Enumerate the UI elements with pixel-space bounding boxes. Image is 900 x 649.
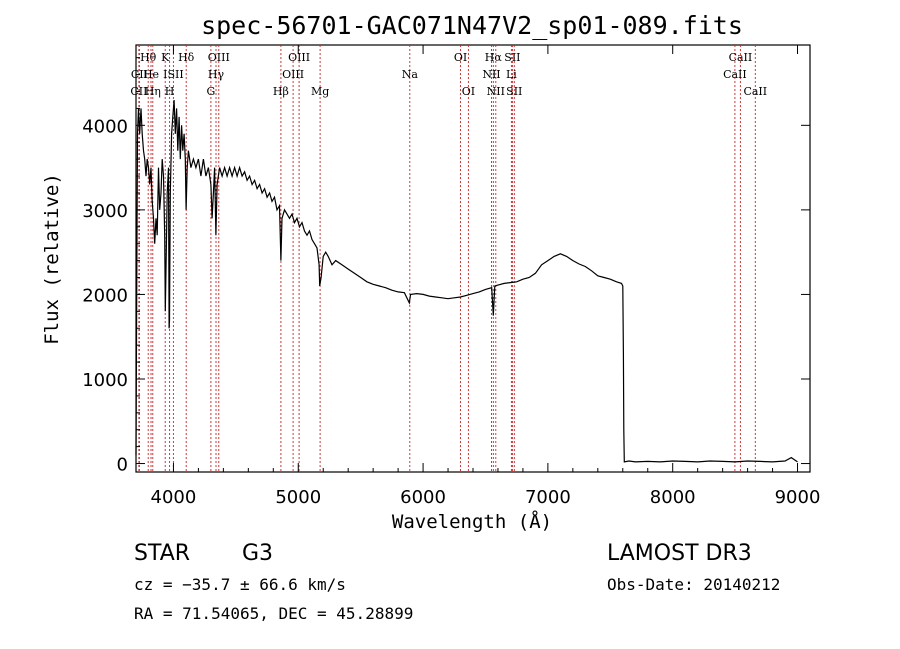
y-tick-label-2: 2000 [82, 285, 128, 306]
redshift-text: cz = −35.7 ± 66.6 km/s [134, 575, 346, 594]
x-tick-label-0: 4000 [151, 487, 197, 508]
line-label-12: Hβ [273, 85, 289, 98]
line-label-5: K [161, 51, 170, 64]
line-label-25: CaII [723, 68, 747, 81]
x-tick-label-3: 7000 [525, 487, 571, 508]
x-tick-label-1: 5000 [275, 487, 321, 508]
coords-text: RA = 71.54065, DEC = 45.28899 [134, 604, 413, 623]
chart-title: spec-56701-GAC071N47V2_sp01-089.fits [201, 11, 743, 40]
spectrum-line [135, 99, 798, 463]
line-label-3: He [143, 68, 159, 81]
x-tick-label-4: 8000 [650, 487, 696, 508]
line-label-4: Hη [145, 85, 161, 98]
line-label-8: Hδ [178, 51, 195, 64]
x-tick-label-5: 9000 [775, 487, 821, 508]
y-axis-label: Flux (relative) [41, 173, 63, 345]
plot-area: CIICIIHθHeHηKHISIIHδHγGOIIIHβOIIIOIIIMgN… [82, 44, 821, 508]
y-tick-label-4: 4000 [82, 116, 128, 137]
plot-frame [135, 44, 811, 473]
line-label-26: CaII [729, 51, 753, 64]
y-tick-label-1: 1000 [82, 370, 128, 391]
line-label-17: OI [454, 51, 467, 64]
y-tick-label-3: 3000 [82, 201, 128, 222]
class-label: STAR [134, 541, 190, 566]
emission-line-labels: CIICIIHθHeHηKHISIIHδHγGOIIIHβOIIIOIIIMgN… [130, 51, 767, 98]
emission-line-markers [138, 45, 756, 472]
subclass-label: G3 [242, 541, 273, 566]
line-label-20: Hα [485, 51, 503, 64]
line-label-23: Li [506, 68, 517, 81]
obs-date-text: Obs-Date: 20140212 [607, 575, 780, 594]
x-axis-label: Wavelength (Å) [392, 510, 552, 533]
line-label-7: ISII [163, 68, 184, 81]
line-label-6: H [165, 85, 175, 98]
line-label-11: OIII [208, 51, 230, 64]
line-label-21: NII [487, 85, 505, 98]
line-label-2: Hθ [140, 51, 157, 64]
line-label-10: G [207, 85, 216, 98]
line-label-24: SII [506, 85, 522, 98]
line-label-13: OIII [282, 68, 304, 81]
line-label-22: SII [504, 51, 520, 64]
x-tick-label-2: 6000 [400, 487, 446, 508]
x-axis-ticks: 4000 5000 6000 7000 8000 9000 [151, 45, 821, 508]
line-label-15: Mg [311, 85, 329, 98]
line-label-16: Na [402, 68, 419, 81]
line-label-14: OIII [288, 51, 310, 64]
line-label-19: NII [482, 68, 500, 81]
survey-label: LAMOST DR3 [607, 541, 752, 566]
line-label-18: OI [462, 85, 475, 98]
y-axis-ticks: 0 1000 2000 3000 4000 [82, 57, 810, 476]
y-tick-label-0: 0 [117, 455, 128, 476]
line-label-27: CaII [743, 85, 767, 98]
line-label-9: Hγ [208, 68, 225, 81]
